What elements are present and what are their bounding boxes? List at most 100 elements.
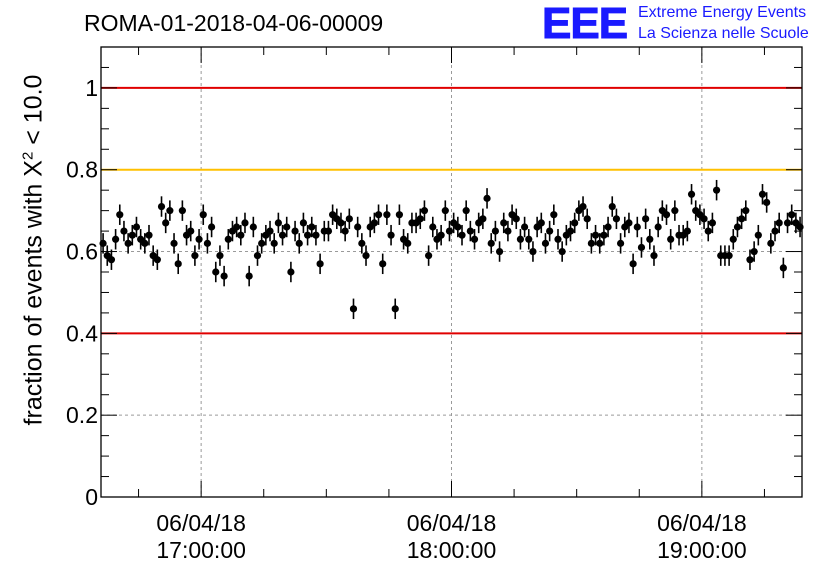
data-point xyxy=(788,211,796,219)
data-point xyxy=(783,219,792,227)
data-point xyxy=(738,215,746,223)
data-point xyxy=(633,223,641,231)
data-point xyxy=(671,207,679,215)
data-point xyxy=(525,235,533,243)
data-point xyxy=(166,207,174,215)
x-tick-label-time: 19:00:00 xyxy=(657,537,747,563)
y-axis-label: fraction of events with X2 < 10.0 xyxy=(19,75,48,426)
data-point xyxy=(383,211,391,219)
data-point xyxy=(779,264,787,272)
data-point xyxy=(341,227,349,235)
data-point xyxy=(216,252,224,260)
data-point xyxy=(120,227,128,235)
grid-lines xyxy=(101,47,802,497)
data-point xyxy=(646,235,654,243)
data-point xyxy=(550,211,558,219)
data-point xyxy=(487,239,495,247)
data-point xyxy=(207,223,216,231)
data-point xyxy=(546,227,554,235)
y-tick-label: 0.4 xyxy=(66,320,98,346)
data-point xyxy=(662,211,671,219)
data-point xyxy=(345,215,353,223)
data-point xyxy=(303,231,312,239)
data-point xyxy=(354,223,362,231)
data-point xyxy=(704,227,712,235)
data-point xyxy=(683,227,691,235)
data-point xyxy=(729,235,737,243)
logo-line-1: Extreme Energy Events xyxy=(638,4,807,21)
data-point xyxy=(258,239,266,247)
data-point xyxy=(591,231,600,239)
data-point xyxy=(642,215,650,223)
logo-line-2: La Scienza nelle Scuole xyxy=(638,25,809,42)
logo-mark: EEE xyxy=(541,0,628,49)
data-point xyxy=(316,260,324,268)
data-point xyxy=(374,211,383,219)
data-point xyxy=(587,239,595,247)
tick-labels: 00.20.40.60.8106/04/1817:00:0006/04/1818… xyxy=(66,75,747,563)
data-point xyxy=(466,227,474,235)
data-point xyxy=(462,207,470,215)
data-point xyxy=(512,215,520,223)
data-point xyxy=(579,202,587,211)
data-point xyxy=(712,186,721,194)
data-point xyxy=(725,252,733,260)
data-point xyxy=(596,239,604,247)
data-point xyxy=(278,231,287,239)
data-point xyxy=(667,235,675,243)
data-point xyxy=(625,219,633,227)
data-point xyxy=(454,223,462,231)
data-point xyxy=(128,231,136,239)
data-point xyxy=(241,219,249,227)
data-point xyxy=(162,219,170,227)
data-point xyxy=(558,247,566,256)
data-point xyxy=(775,219,783,227)
data-point xyxy=(178,207,186,215)
data-point xyxy=(470,235,479,243)
data-point xyxy=(291,227,299,235)
data-point xyxy=(379,260,387,268)
y-tick-label: 1 xyxy=(85,75,98,101)
data-point xyxy=(233,223,241,231)
data-point xyxy=(612,215,621,223)
data-point xyxy=(650,252,658,260)
data-point xyxy=(767,239,775,247)
data-point xyxy=(299,219,308,227)
data-point xyxy=(416,215,424,223)
data-point xyxy=(387,231,395,239)
data-point xyxy=(220,272,228,280)
data-point xyxy=(758,190,767,198)
data-point xyxy=(521,223,529,231)
data-point xyxy=(266,227,274,235)
y-tick-label: 0.6 xyxy=(66,239,98,265)
y-axis-label-tail: < 10.0 xyxy=(19,74,48,152)
data-point xyxy=(458,231,466,239)
data-point xyxy=(391,305,399,313)
data-point xyxy=(195,235,203,243)
data-point xyxy=(479,215,487,223)
data-point xyxy=(153,256,161,264)
data-point xyxy=(308,223,316,231)
data-point xyxy=(742,207,750,215)
data-point xyxy=(425,252,433,260)
data-point xyxy=(107,256,116,264)
data-point xyxy=(395,211,404,219)
data-point xyxy=(754,231,762,239)
data-point xyxy=(537,219,545,227)
run-title: ROMA-01-2018-04-06-00009 xyxy=(84,10,384,36)
y-tick-label: 0 xyxy=(85,484,98,510)
data-point xyxy=(529,247,537,256)
data-point xyxy=(771,227,779,235)
data-point xyxy=(187,227,195,235)
data-point xyxy=(491,227,499,235)
data-point xyxy=(700,215,708,223)
data-point xyxy=(420,207,429,215)
data-point xyxy=(566,227,575,235)
data-point xyxy=(637,243,646,252)
data-point xyxy=(174,260,182,268)
data-point xyxy=(199,211,207,219)
data-point xyxy=(629,260,637,268)
y-tick-label: 0.8 xyxy=(66,157,98,183)
data-point xyxy=(404,239,412,247)
data-point xyxy=(600,231,608,239)
